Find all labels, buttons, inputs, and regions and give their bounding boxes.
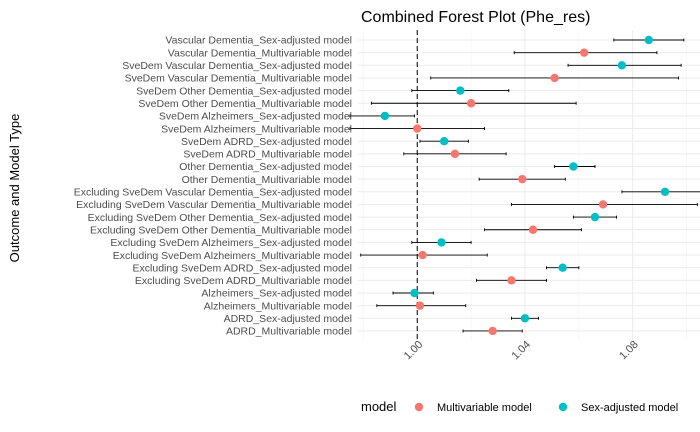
point-estimate [569, 162, 578, 171]
y-category-label: Excluding SveDem Alzheimers_Sex-adjusted… [110, 237, 352, 249]
legend-label: Sex-adjusted model [581, 402, 678, 414]
legend-items: Multivariable model Sex-adjusted model [414, 402, 678, 414]
plot-panel [358, 30, 700, 340]
y-category-label: SveDem Alzheimers_Multivariable model [161, 123, 352, 135]
plot-grid [358, 30, 700, 340]
y-category-label: ADRD_Sex-adjusted model [224, 313, 352, 325]
legend-key [414, 402, 424, 412]
point-estimate [415, 301, 425, 310]
point-estimate [450, 149, 460, 159]
y-category-label: Alzheimers_Multivariable model [204, 300, 352, 312]
point-estimate [488, 326, 497, 336]
y-category-label: Excluding SveDem ADRD_Sex-adjusted model [133, 262, 352, 274]
legend-label: Multivariable model [437, 402, 532, 414]
point-estimate [590, 212, 600, 222]
point-estimates [380, 35, 670, 336]
y-category-label: Excluding SveDem ADRD_Multivariable mode… [135, 275, 352, 287]
point-estimate [528, 225, 538, 234]
point-estimate [558, 263, 567, 272]
y-category-label: Excluding SveDem Vascular Dementia_Multi… [76, 199, 352, 211]
point-estimate [380, 111, 390, 121]
y-category-label: SveDem Vascular Dementia_Multivariable m… [125, 73, 352, 85]
point-estimate [520, 314, 530, 323]
y-category-label: SveDem Other Dementia_Multivariable mode… [138, 98, 352, 110]
y-category-label: Other Dementia_Sex-adjusted model [179, 161, 352, 173]
y-category-label: Other Dementia_Multivariable model [182, 174, 352, 186]
y-category-label: SveDem Alzheimers_Sex-adjusted model [159, 111, 352, 123]
chart-title: Combined Forest Plot (Phe_res) [361, 9, 590, 26]
y-category-label: Vascular Dementia_Multivariable model [168, 47, 352, 59]
point-estimate [456, 86, 465, 95]
point-estimate [439, 137, 449, 146]
y-category-label: SveDem Vascular Dementia_Sex-adjusted mo… [122, 60, 352, 72]
x-tick-label: 1.00 [402, 339, 426, 363]
legend-title: model [361, 399, 397, 414]
point-estimate [617, 61, 627, 70]
point-estimate [507, 276, 516, 285]
y-category-label: Alzheimers_Sex-adjusted model [201, 288, 352, 300]
y-category-label: Excluding SveDem Other Dementia_Multivar… [90, 224, 352, 236]
legend: model Multivariable model Sex-adjusted mo… [361, 399, 678, 414]
point-estimate [518, 174, 527, 184]
point-estimate [418, 250, 427, 260]
point-estimate [580, 48, 589, 57]
y-category-label: SveDem ADRD_Sex-adjusted model [181, 136, 352, 148]
x-tick-label: 1.08 [617, 339, 641, 363]
x-tick-label: 1.04 [509, 339, 533, 363]
y-category-label: ADRD_Multivariable model [226, 326, 352, 338]
y-axis-title: Outcome and Model Type [7, 114, 22, 263]
point-estimate [437, 238, 446, 247]
point-estimate [598, 200, 608, 209]
point-estimate [550, 73, 559, 83]
y-category-label: SveDem Other Dementia_Sex-adjusted model [136, 85, 352, 97]
y-category-label: Excluding SveDem Alzheimers_Multivariabl… [113, 250, 352, 262]
point-estimate [410, 288, 419, 298]
y-category-label: SveDem ADRD_Multivariable model [183, 149, 352, 161]
y-category-label: Vascular Dementia_Sex-adjusted model [165, 35, 352, 47]
y-category-label: Excluding SveDem Vascular Dementia_Sex-a… [74, 187, 352, 199]
point-estimate [466, 99, 476, 108]
y-category-label: Excluding SveDem Other Dementia_Sex-adju… [88, 212, 352, 224]
y-axis-category-labels: Vascular Dementia_Sex-adjusted modelVasc… [74, 35, 352, 338]
point-estimate [413, 124, 422, 133]
point-estimate [660, 187, 670, 196]
point-estimate [644, 35, 654, 45]
x-axis-tick-labels: 1.00 1.04 1.08 [402, 339, 641, 363]
legend-key [558, 402, 568, 412]
